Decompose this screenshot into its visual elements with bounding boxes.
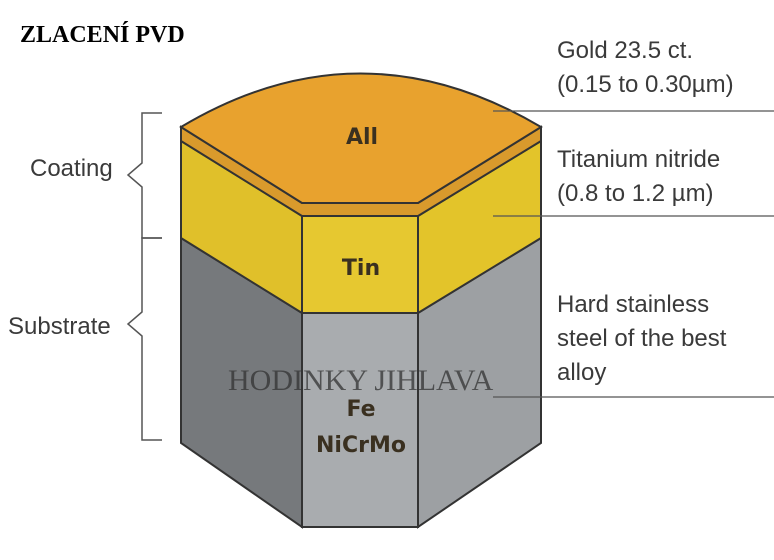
tin-desc-1: Titanium nitride — [557, 146, 720, 173]
substrate-label-alloy: NiCrMo — [316, 433, 406, 458]
gold-label: All — [346, 125, 378, 150]
gold-top-face — [179, 72, 543, 204]
gold-desc-2: (0.15 to 0.30µm) — [557, 71, 734, 98]
substrate-bracket — [126, 237, 162, 441]
tin-desc-2: (0.8 to 1.2 µm) — [557, 180, 714, 207]
watermark: HODINKY JIHLAVA — [228, 364, 494, 397]
coating-label: Coating — [30, 155, 113, 182]
substrate-bracket-label: Substrate — [8, 313, 111, 340]
coating-bracket — [126, 112, 162, 239]
tin-label: Tin — [342, 256, 380, 281]
gold-desc-1: Gold 23.5 ct. — [557, 37, 693, 64]
substrate-desc-1: Hard stainless — [557, 291, 709, 318]
title: ZLACENÍ PVD — [20, 22, 185, 48]
substrate-label-fe: Fe — [346, 397, 375, 422]
substrate-desc-3: alloy — [557, 359, 606, 386]
substrate-desc-2: steel of the best — [557, 325, 727, 352]
